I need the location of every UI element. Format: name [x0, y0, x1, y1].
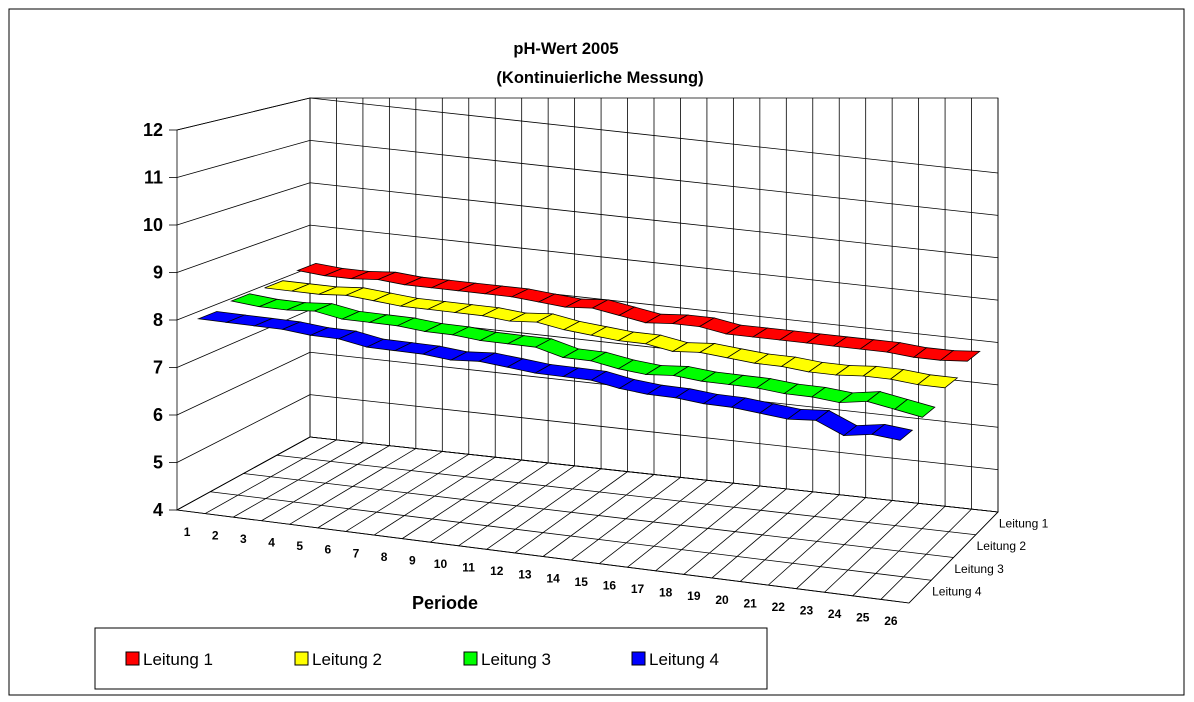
y-tick-label: 8 [153, 310, 163, 330]
x-tick-labels: 1 2 3 4 5 6 7 8 9 10 11 12 13 14 15 16 17 18 19 20 21 22 23 24 2… [184, 525, 898, 628]
x-tick-label: 17 [631, 582, 645, 596]
y-tick-label: 12 [143, 120, 163, 140]
series-ribbon-2 [264, 280, 959, 389]
x-tick-label: 3 [240, 532, 247, 546]
series-ribbon-4 [196, 311, 914, 441]
z-tick-labels: Leitung 1 Leitung 2 Leitung 3 Leitung 4 [932, 516, 1048, 598]
y-tick-label: 5 [153, 453, 163, 473]
z-tick-label: Leitung 1 [999, 516, 1049, 530]
ribbon-segment [939, 350, 981, 362]
x-tick-label: 20 [715, 593, 729, 607]
z-tick-label: Leitung 4 [932, 585, 982, 599]
y-tick-label: 9 [153, 263, 163, 283]
chart-title-line-1: pH-Wert 2005 [513, 40, 618, 58]
x-tick-label: 24 [828, 607, 842, 621]
x-tick-label: 21 [743, 596, 757, 610]
chart-ribbons [196, 262, 981, 441]
z-tick-label: Leitung 3 [954, 562, 1004, 576]
legend-item-2: Leitung 2 [294, 650, 382, 669]
x-tick-label: 19 [687, 589, 701, 603]
chart-title-line-2: (Kontinuierliche Messung) [496, 69, 703, 87]
floor-depth-line [243, 473, 954, 558]
y-tick-label: 10 [143, 215, 163, 235]
legend-item-4: Leitung 4 [631, 650, 719, 669]
x-tick-label: 9 [409, 553, 416, 567]
x-tick-label: 14 [546, 571, 560, 585]
chart-legend: Leitung 1 Leitung 2 Leitung 3 Leitung 4 [94, 627, 768, 690]
x-tick-label: 11 [462, 561, 475, 575]
y-tick-label: 7 [153, 358, 163, 378]
legend-label: Leitung 4 [649, 650, 719, 669]
grid-line-side [176, 309, 311, 368]
grid-line-side [176, 267, 311, 321]
z-tick-label: Leitung 2 [977, 539, 1027, 553]
legend-label: Leitung 1 [143, 650, 213, 669]
ribbon-segment [893, 398, 936, 418]
legend-swatch [463, 651, 478, 666]
x-tick-label: 18 [659, 586, 673, 600]
chart-grid [175, 97, 999, 604]
grid-line-side [176, 139, 311, 178]
x-tick-label: 15 [575, 575, 589, 589]
x-axis-label: Periode [412, 593, 478, 613]
y-tick-label: 11 [144, 168, 163, 188]
floor-depth-line [210, 491, 932, 581]
legend-swatch [631, 651, 646, 666]
floor-depth-line [309, 436, 999, 513]
grid-line-side [176, 97, 311, 131]
legend-swatch [125, 651, 140, 666]
floor-depth-line [176, 509, 910, 604]
grid-line-side [176, 182, 311, 226]
legend-items: Leitung 1 Leitung 2 Leitung 3 Leitung 4 [125, 650, 719, 669]
legend-item-1: Leitung 1 [125, 650, 213, 669]
series-ribbon-1 [296, 262, 981, 362]
x-tick-label: 12 [490, 564, 504, 578]
x-tick-label: 6 [325, 543, 332, 557]
x-tick-label: 26 [884, 614, 898, 628]
grid-line-side [176, 394, 311, 463]
x-tick-label: 7 [353, 546, 360, 560]
x-tick-label: 16 [603, 578, 617, 592]
x-tick-label: 13 [518, 568, 532, 582]
x-tick-label: 22 [772, 600, 786, 614]
legend-item-3: Leitung 3 [463, 650, 551, 669]
x-tick-label: 8 [381, 550, 388, 564]
x-tick-label: 4 [268, 536, 275, 550]
floor-depth-line [276, 454, 976, 536]
legend-label: Leitung 3 [481, 650, 551, 669]
x-tick-label: 5 [296, 539, 303, 553]
x-tick-label: 10 [434, 557, 448, 571]
legend-label: Leitung 2 [312, 650, 382, 669]
y-tick-label: 6 [153, 405, 163, 425]
x-tick-label: 25 [856, 611, 870, 625]
series-ribbon-3 [230, 293, 936, 418]
legend-swatch [294, 651, 309, 666]
ribbon-segment [870, 423, 914, 441]
grid-line-side [176, 351, 311, 416]
x-tick-label: 23 [800, 603, 814, 617]
y-tick-labels: 4 5 6 7 8 9 10 11 12 [143, 120, 177, 520]
grid-line-side [176, 224, 311, 273]
legend-box [94, 627, 768, 690]
x-tick-label: 1 [184, 525, 191, 539]
x-tick-label: 2 [212, 528, 219, 542]
y-tick-label: 4 [153, 500, 163, 520]
ribbon-segment [916, 374, 959, 389]
